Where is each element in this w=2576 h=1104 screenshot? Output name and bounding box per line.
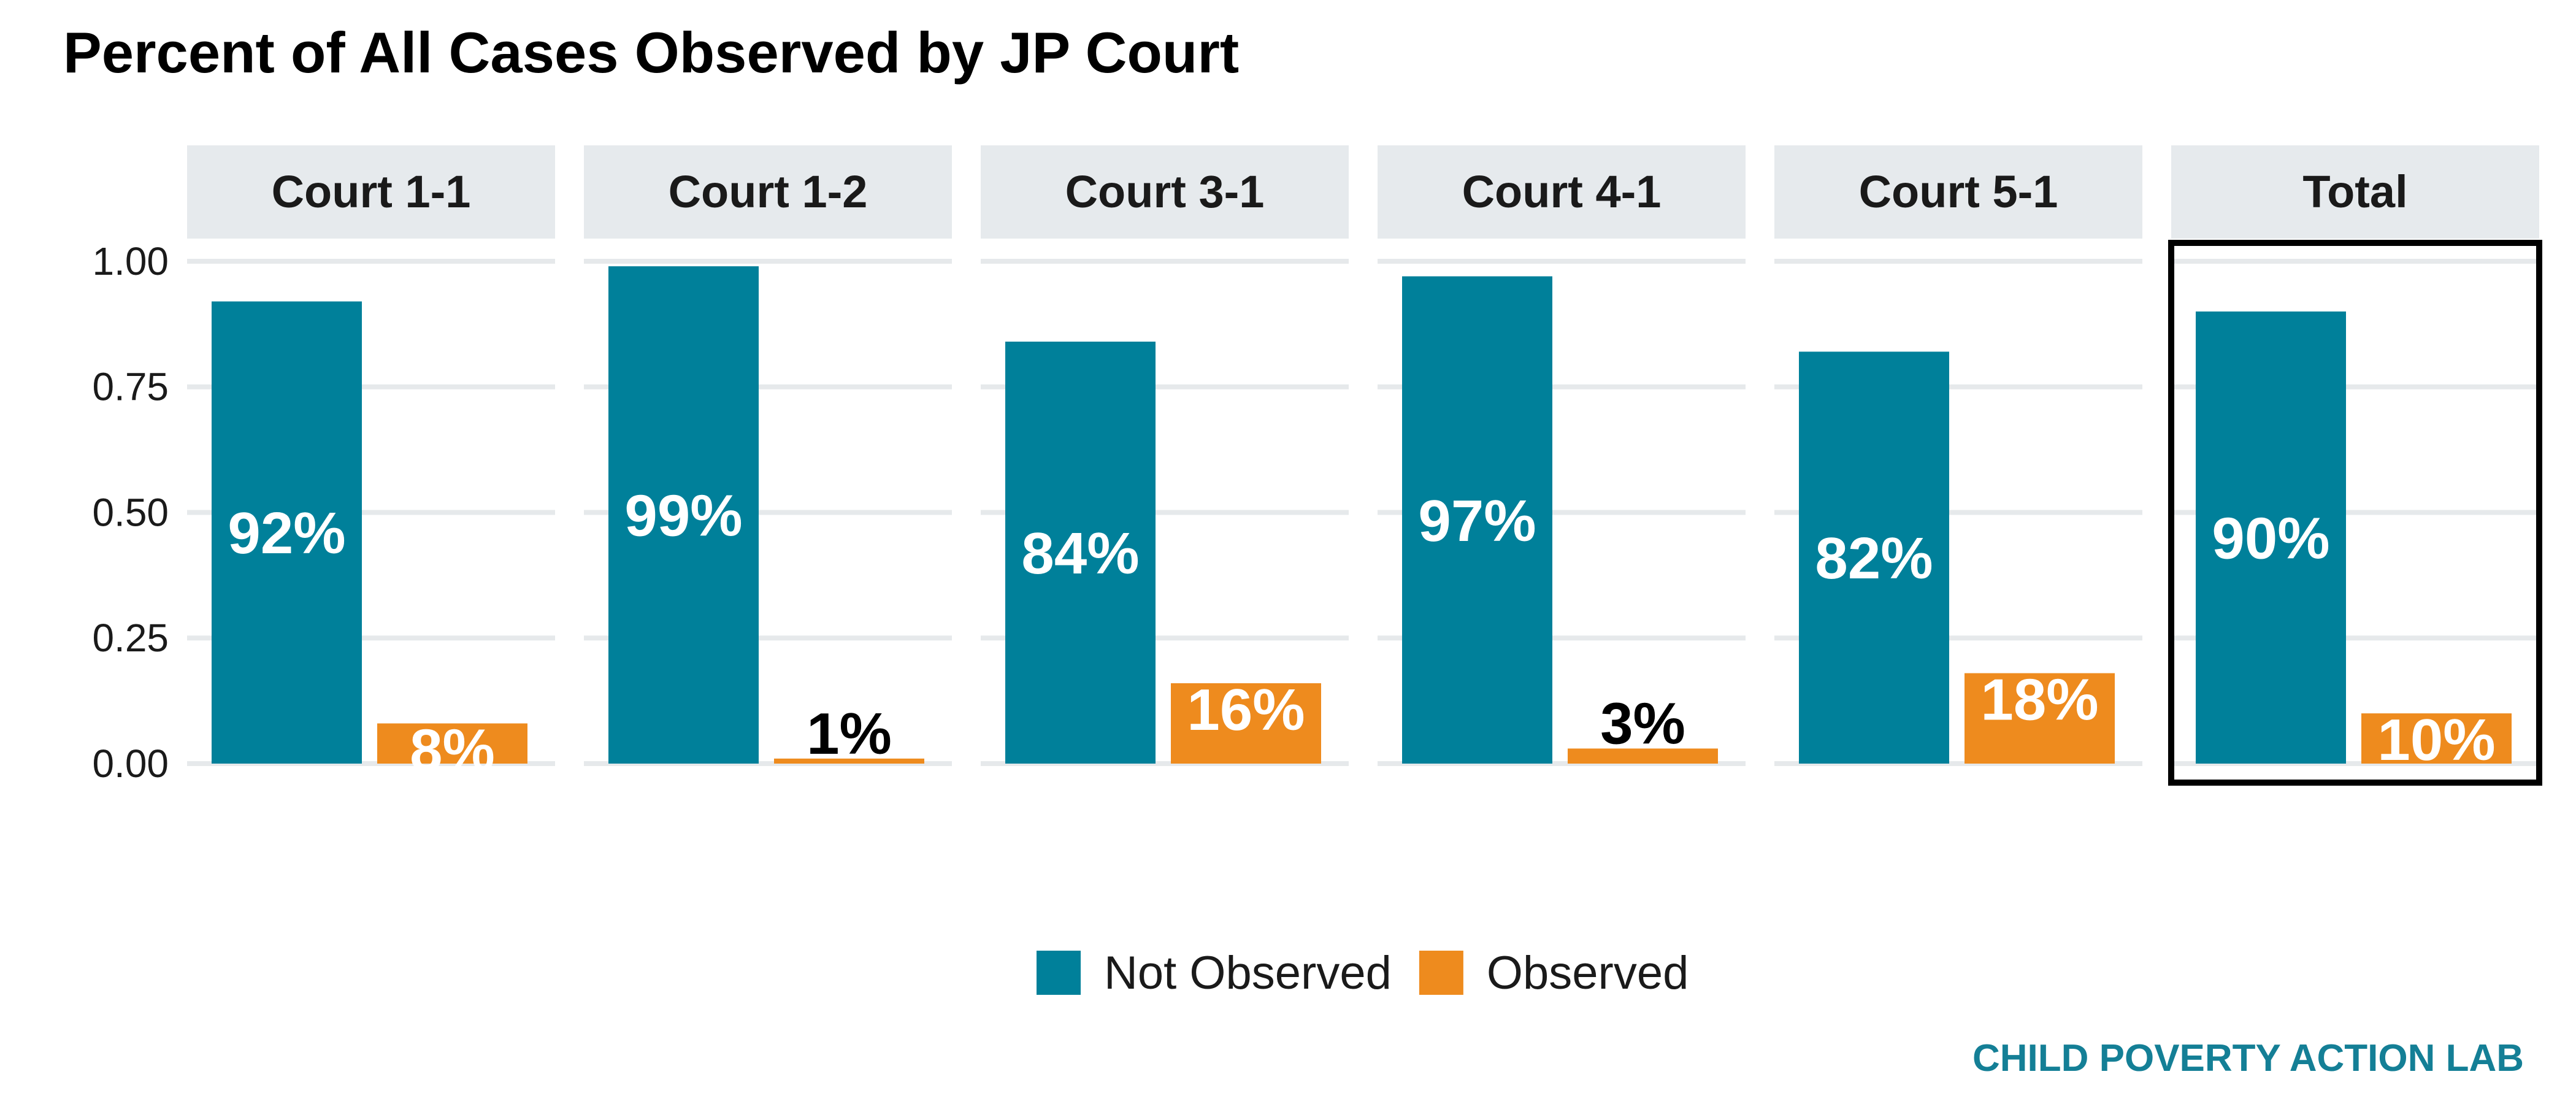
legend-label-observed: Observed: [1487, 947, 1689, 999]
bar-observed-court-1-2: [774, 758, 924, 764]
legend-key-not-observed: [1037, 951, 1081, 995]
bar-label-observed-court-1-1: 8%: [410, 717, 495, 783]
bar-observed-total: [2361, 713, 2512, 764]
legend-label-not-observed: Not Observed: [1104, 947, 1392, 999]
strip-court-1-2: [584, 145, 952, 239]
bar-observed-court-3-1: [1171, 683, 1321, 764]
bar-label-observed-court-3-1: 16%: [1187, 677, 1305, 743]
strip-court-5-1: [1774, 145, 2142, 239]
bar-label-not-observed-court-5-1: 82%: [1815, 526, 1933, 591]
bar-label-not-observed-total: 90%: [2212, 505, 2329, 571]
strip-court-3-1: [981, 145, 1349, 239]
highlight-box-total: [2168, 240, 2542, 786]
bar-label-observed-court-1-2: 1%: [807, 701, 892, 767]
chart-title: Percent of All Cases Observed by JP Cour…: [63, 20, 1239, 85]
bar-not-observed-court-1-1: [212, 301, 362, 764]
bar-label-not-observed-court-1-2: 99%: [624, 483, 742, 549]
strip-label-court-3-1: Court 3-1: [1065, 166, 1265, 217]
y-tick-label-0-75: 0.75: [92, 365, 169, 409]
bar-label-not-observed-court-3-1: 84%: [1021, 521, 1139, 586]
bar-label-observed-court-5-1: 18%: [1980, 667, 2098, 733]
bar-not-observed-court-4-1: [1402, 276, 1552, 764]
y-axis: 0.00 0.25 0.50 0.75 1.00: [92, 239, 169, 786]
bar-not-observed-total: [2196, 311, 2346, 764]
caption: CHILD POVERTY ACTION LAB: [1972, 1037, 2524, 1079]
highlight-box: [2168, 240, 2542, 786]
bar-observed-court-4-1: [1568, 748, 1718, 764]
bar-label-not-observed-court-4-1: 97%: [1418, 488, 1536, 554]
bar-observed-court-5-1: [1965, 673, 2115, 764]
bar-observed-court-1-1: [377, 723, 527, 764]
legend: Not Observed Observed: [1037, 947, 1689, 999]
y-tick-label-0-00: 0.00: [92, 742, 169, 786]
bar-label-observed-court-4-1: 3%: [1600, 691, 1685, 756]
strip-label-court-1-2: Court 1-2: [669, 166, 868, 217]
strip-label-court-1-1: Court 1-1: [272, 166, 471, 217]
y-tick-label-0-50: 0.50: [92, 490, 169, 534]
bar-label-observed-total: 10%: [2377, 707, 2495, 773]
strip-label-court-4-1: Court 4-1: [1462, 166, 1662, 217]
bar-not-observed-court-5-1: [1799, 351, 1949, 764]
facet-strips: Court 1-1 Court 1-2 Court 3-1 Court 4-1 Cour…: [187, 145, 2539, 239]
y-tick-label-0-25: 0.25: [92, 616, 169, 660]
strip-court-1-1: [187, 145, 555, 239]
strip-label-total: Total: [2302, 166, 2407, 217]
bars: [212, 266, 2512, 764]
gridlines: [187, 258, 2539, 766]
bar-label-not-observed-court-1-1: 92%: [228, 500, 345, 566]
strip-label-court-5-1: Court 5-1: [1859, 166, 2058, 217]
bar-labels: 92% 8% 99% 1% 84% 16% 97% 3% 82% 18% 90% 10%: [228, 483, 2495, 783]
strip-court-4-1: [1378, 145, 1746, 239]
legend-key-observed: [1419, 951, 1463, 995]
strip-total: [2171, 145, 2539, 239]
bar-not-observed-court-1-2: [608, 266, 759, 764]
y-tick-label-1-00: 1.00: [92, 239, 169, 283]
bar-not-observed-court-3-1: [1005, 342, 1156, 764]
